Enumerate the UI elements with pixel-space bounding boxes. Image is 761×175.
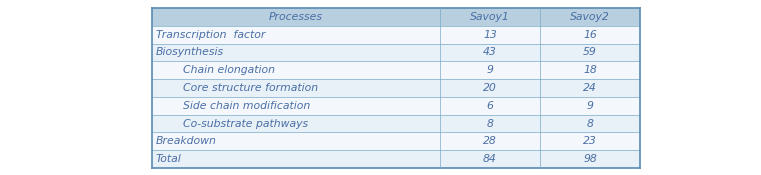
Text: 18: 18 <box>583 65 597 75</box>
Bar <box>152 150 640 168</box>
Text: Side chain modification: Side chain modification <box>183 101 310 111</box>
Text: 20: 20 <box>483 83 497 93</box>
Bar <box>152 97 640 115</box>
Text: 84: 84 <box>483 154 497 164</box>
Text: Processes: Processes <box>269 12 323 22</box>
Text: 23: 23 <box>583 136 597 146</box>
Text: 6: 6 <box>486 101 493 111</box>
Text: Savoy2: Savoy2 <box>570 12 610 22</box>
Text: Biosynthesis: Biosynthesis <box>156 47 224 57</box>
Text: 16: 16 <box>583 30 597 40</box>
Bar <box>152 26 640 44</box>
Text: 13: 13 <box>483 30 497 40</box>
Text: 28: 28 <box>483 136 497 146</box>
Bar <box>152 79 640 97</box>
Text: 9: 9 <box>486 65 493 75</box>
Text: Chain elongation: Chain elongation <box>183 65 275 75</box>
Text: Total: Total <box>156 154 182 164</box>
Bar <box>152 8 640 26</box>
Text: 43: 43 <box>483 47 497 57</box>
Text: Savoy1: Savoy1 <box>470 12 510 22</box>
Text: Transcription  factor: Transcription factor <box>156 30 266 40</box>
Text: 59: 59 <box>583 47 597 57</box>
Bar <box>152 115 640 132</box>
Text: 8: 8 <box>486 118 493 129</box>
Text: Co-substrate pathways: Co-substrate pathways <box>183 118 308 129</box>
Text: Core structure formation: Core structure formation <box>183 83 318 93</box>
Bar <box>152 61 640 79</box>
Text: Breakdown: Breakdown <box>156 136 217 146</box>
Text: 98: 98 <box>583 154 597 164</box>
Bar <box>152 132 640 150</box>
Text: 8: 8 <box>587 118 594 129</box>
Bar <box>152 44 640 61</box>
Text: 24: 24 <box>583 83 597 93</box>
Text: 9: 9 <box>587 101 594 111</box>
